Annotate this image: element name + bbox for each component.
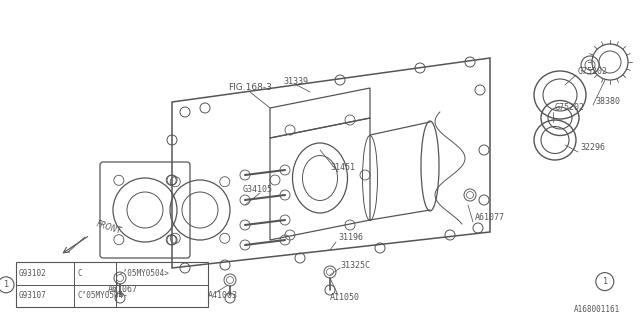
- Text: 31196: 31196: [338, 234, 363, 243]
- Text: FRONT: FRONT: [95, 220, 122, 236]
- Text: 31325C: 31325C: [340, 260, 370, 269]
- Text: -’05MY0504>: -’05MY0504>: [119, 269, 170, 278]
- Text: 1: 1: [602, 277, 607, 286]
- Text: G93102: G93102: [19, 269, 47, 278]
- Text: 31339: 31339: [283, 77, 308, 86]
- Text: 38380: 38380: [595, 98, 620, 107]
- Text: FIG.168-3: FIG.168-3: [228, 84, 272, 92]
- Text: A61067: A61067: [108, 285, 138, 294]
- Bar: [16, 262, 208, 307]
- Text: 32296: 32296: [580, 143, 605, 153]
- Text: >: >: [119, 292, 124, 300]
- Text: 1: 1: [3, 280, 8, 289]
- Text: A11050: A11050: [330, 293, 360, 302]
- Text: G34105: G34105: [243, 186, 273, 195]
- Text: G75202: G75202: [555, 103, 585, 113]
- Text: 31451: 31451: [330, 164, 355, 172]
- Text: C’05MY0504-: C’05MY0504-: [77, 292, 128, 300]
- Text: A41003: A41003: [208, 291, 238, 300]
- Text: G75202: G75202: [578, 68, 608, 76]
- Text: C: C: [77, 269, 82, 278]
- Text: A61077: A61077: [475, 213, 505, 222]
- Text: A168001161: A168001161: [573, 305, 620, 314]
- Text: G93107: G93107: [19, 292, 47, 300]
